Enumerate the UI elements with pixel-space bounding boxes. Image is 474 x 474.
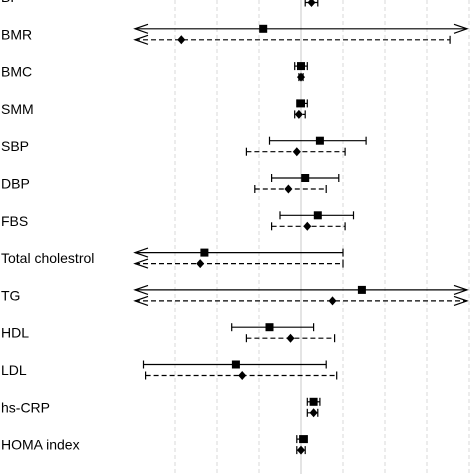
- point-square: [200, 248, 209, 257]
- row-label: HOMA index: [1, 437, 80, 453]
- row-label: LDL: [1, 362, 27, 378]
- point-diamond: [294, 109, 303, 119]
- row-label: FBS: [1, 213, 28, 229]
- point-square: [315, 136, 324, 145]
- arrow-left: [133, 295, 149, 306]
- point-square: [265, 323, 274, 332]
- arrow-left: [133, 258, 149, 269]
- row-label: TG: [1, 287, 20, 303]
- point-square: [357, 285, 366, 294]
- point-diamond: [238, 371, 247, 380]
- point-diamond: [297, 72, 305, 82]
- arrow-right: [453, 23, 469, 34]
- row-label: BMC: [1, 64, 32, 80]
- arrow-right: [453, 295, 469, 306]
- arrow-left: [133, 284, 149, 295]
- arrow-left: [133, 247, 149, 258]
- grid-layer: [174, 0, 470, 474]
- arrow-right: [453, 284, 469, 295]
- row-label: SMM: [1, 101, 34, 117]
- point-square: [299, 435, 308, 444]
- arrow-left: [133, 34, 149, 45]
- row-label: DBP: [1, 176, 30, 192]
- point-square: [231, 360, 240, 369]
- point-diamond: [303, 221, 312, 231]
- point-square: [297, 62, 305, 71]
- arrow-left: [133, 23, 149, 34]
- point-diamond: [284, 184, 293, 194]
- point-diamond: [328, 296, 337, 306]
- point-square: [297, 99, 305, 108]
- estimate-marks: [133, 0, 469, 455]
- point-diamond: [196, 259, 205, 269]
- point-diamond: [292, 147, 301, 157]
- point-diamond: [286, 333, 295, 343]
- row-label: SBP: [1, 138, 29, 154]
- row-label: BF: [1, 0, 19, 5]
- point-square: [301, 174, 310, 182]
- point-diamond: [297, 445, 305, 455]
- point-square: [309, 397, 318, 406]
- point-diamond: [307, 0, 316, 7]
- row-label: hs-CRP: [1, 399, 50, 415]
- row-label: BMR: [1, 26, 32, 42]
- point-square: [313, 211, 322, 220]
- row-label: HDL: [1, 325, 29, 341]
- row-label: Total cholestrol: [1, 250, 94, 266]
- row-labels: BF BMR BMC SMM SBP DBP FBS Total cholestrol TG HD…: [1, 0, 94, 453]
- point-diamond: [177, 35, 186, 45]
- point-square: [259, 24, 268, 33]
- point-diamond: [309, 408, 318, 418]
